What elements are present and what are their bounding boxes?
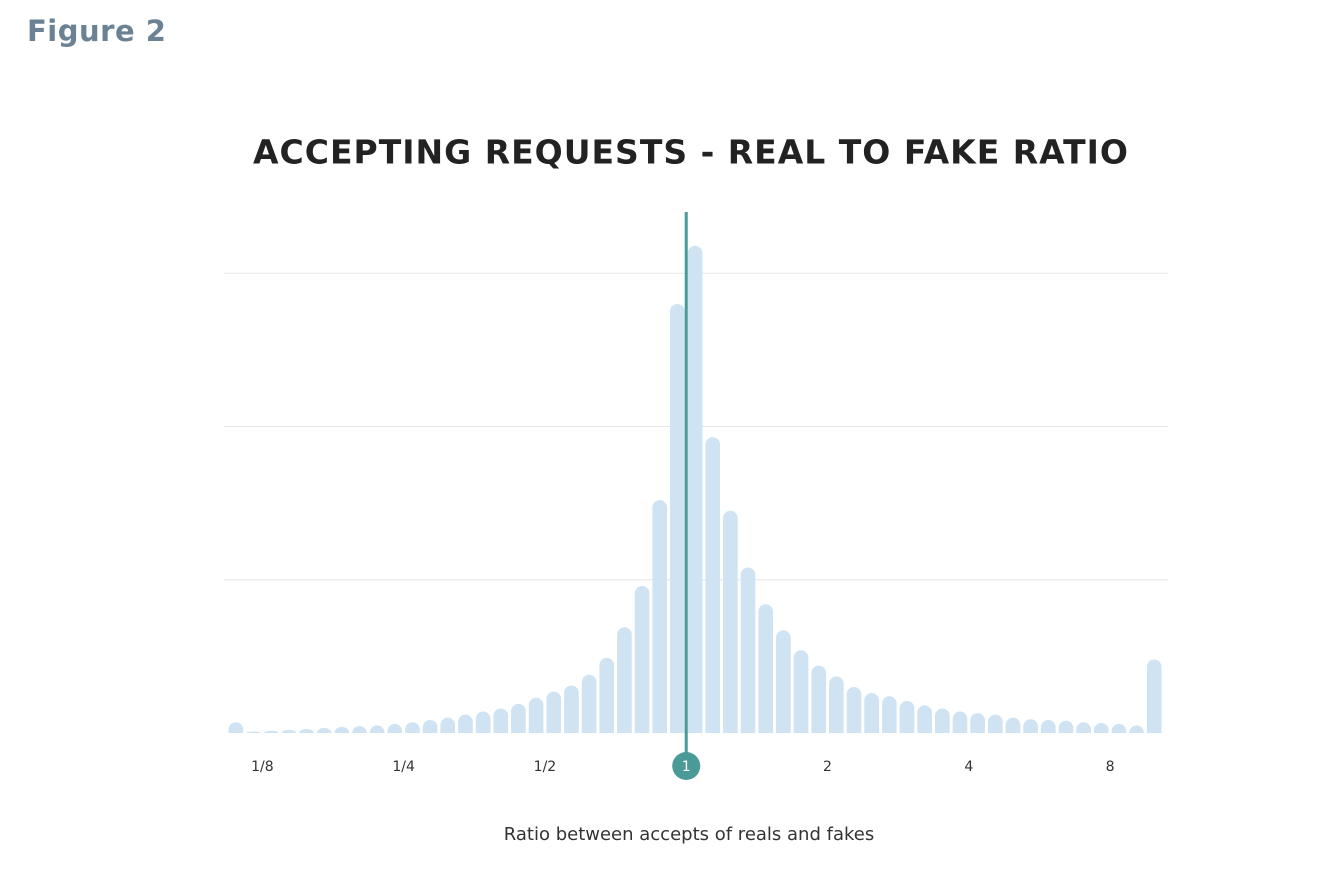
bar <box>581 674 597 733</box>
highlight-marker <box>672 752 701 780</box>
x-tick-label: 1/2 <box>534 759 557 775</box>
bar <box>829 676 844 733</box>
bar <box>1146 659 1162 733</box>
bar <box>369 725 385 733</box>
x-tick-label: 1 <box>682 759 691 775</box>
bar <box>687 245 703 733</box>
bar <box>723 510 738 733</box>
x-tick-label: 2 <box>823 759 832 775</box>
bar <box>493 708 509 733</box>
bar <box>740 567 756 733</box>
bar <box>793 650 809 733</box>
x-tick-label: 4 <box>964 759 973 775</box>
x-tick-label: 1/8 <box>251 759 274 775</box>
bar <box>458 714 473 733</box>
bar <box>634 585 650 733</box>
bar <box>987 714 1003 733</box>
bar <box>352 726 367 733</box>
bar <box>405 722 420 733</box>
bar <box>670 303 685 733</box>
bar <box>387 723 403 733</box>
bar <box>899 700 915 733</box>
bar <box>811 665 827 733</box>
bar <box>652 500 668 733</box>
bar <box>1076 722 1091 733</box>
bar <box>228 722 244 733</box>
bar <box>440 717 456 733</box>
bar <box>316 727 332 733</box>
bar <box>1023 719 1038 733</box>
bar <box>246 731 261 733</box>
bar <box>511 703 526 733</box>
bar <box>882 696 897 733</box>
x-tick-label: 8 <box>1106 759 1115 775</box>
bar <box>1093 723 1109 733</box>
bar <box>776 630 791 733</box>
bar <box>1005 717 1021 733</box>
bar <box>564 685 579 733</box>
bar <box>952 711 968 733</box>
bar <box>846 687 862 733</box>
bar <box>935 708 950 733</box>
bar <box>864 693 880 733</box>
bar <box>705 437 721 733</box>
bar <box>917 705 933 733</box>
x-tick-label: 1/4 <box>392 759 415 775</box>
bar <box>970 713 985 733</box>
bar <box>1129 725 1144 733</box>
bar <box>758 604 774 733</box>
bar <box>1040 719 1056 733</box>
bar <box>475 711 491 733</box>
bar <box>617 627 632 733</box>
bar <box>1058 720 1074 733</box>
bar <box>546 691 562 733</box>
bar <box>422 719 438 733</box>
bar <box>281 729 297 733</box>
bar <box>263 730 279 733</box>
bar <box>299 729 314 733</box>
bar <box>528 697 544 733</box>
bar <box>334 726 350 733</box>
bar <box>1111 723 1127 733</box>
figure-label: Figure 2 <box>27 14 167 48</box>
chart-title: ACCEPTING REQUESTS - REAL TO FAKE RATIO <box>253 133 1129 172</box>
bar <box>599 657 615 733</box>
x-axis-label: Ratio between accepts of reals and fakes <box>504 824 874 845</box>
